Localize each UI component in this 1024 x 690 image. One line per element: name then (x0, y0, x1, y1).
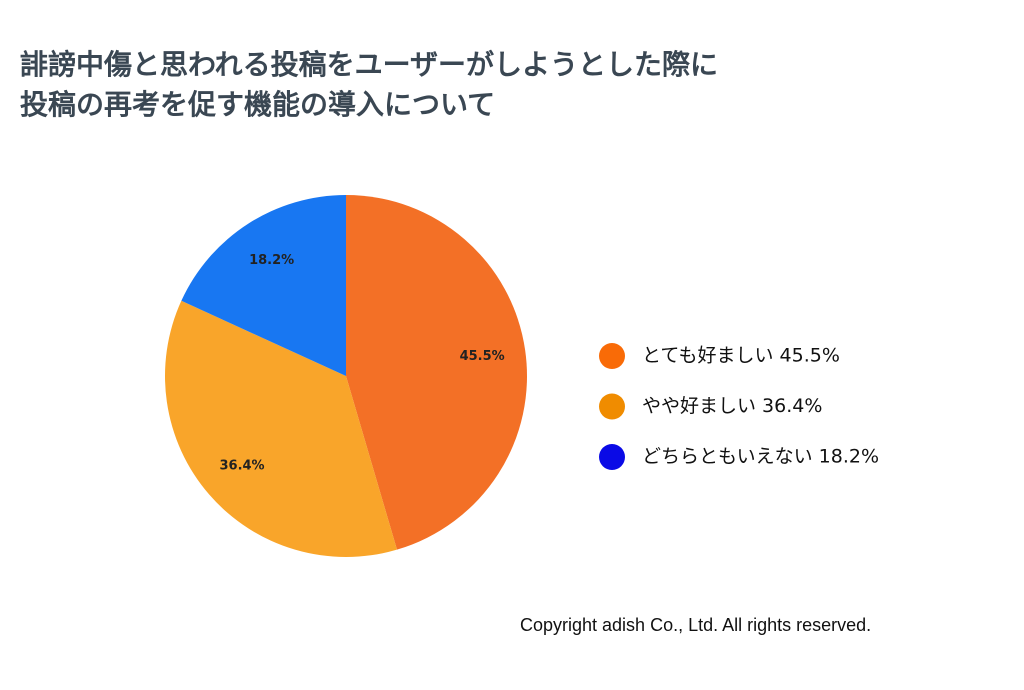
legend-label: やや好ましい 36.4% (642, 395, 822, 417)
value-label: 45.5% (460, 349, 505, 364)
pie-slice (346, 195, 528, 550)
chart-title: 投稿の再考を促す機能の導入について (20, 88, 495, 121)
footnote: Copyright adish Co., Ltd. All rights res… (520, 615, 871, 635)
legend-marker (599, 343, 625, 369)
chart-title: 誹謗中傷と思われる投稿をユーザーがしようとした際に (20, 48, 718, 81)
pie-slice (181, 195, 346, 376)
legend-label: どちらともいえない 18.2% (642, 446, 879, 468)
value-label: 18.2% (249, 253, 294, 268)
legend-marker (599, 444, 625, 470)
legend-marker (599, 393, 625, 420)
value-label: 36.4% (219, 459, 264, 474)
pie-slice (165, 300, 397, 557)
legend-label: とても好ましい 45.5% (642, 345, 840, 367)
